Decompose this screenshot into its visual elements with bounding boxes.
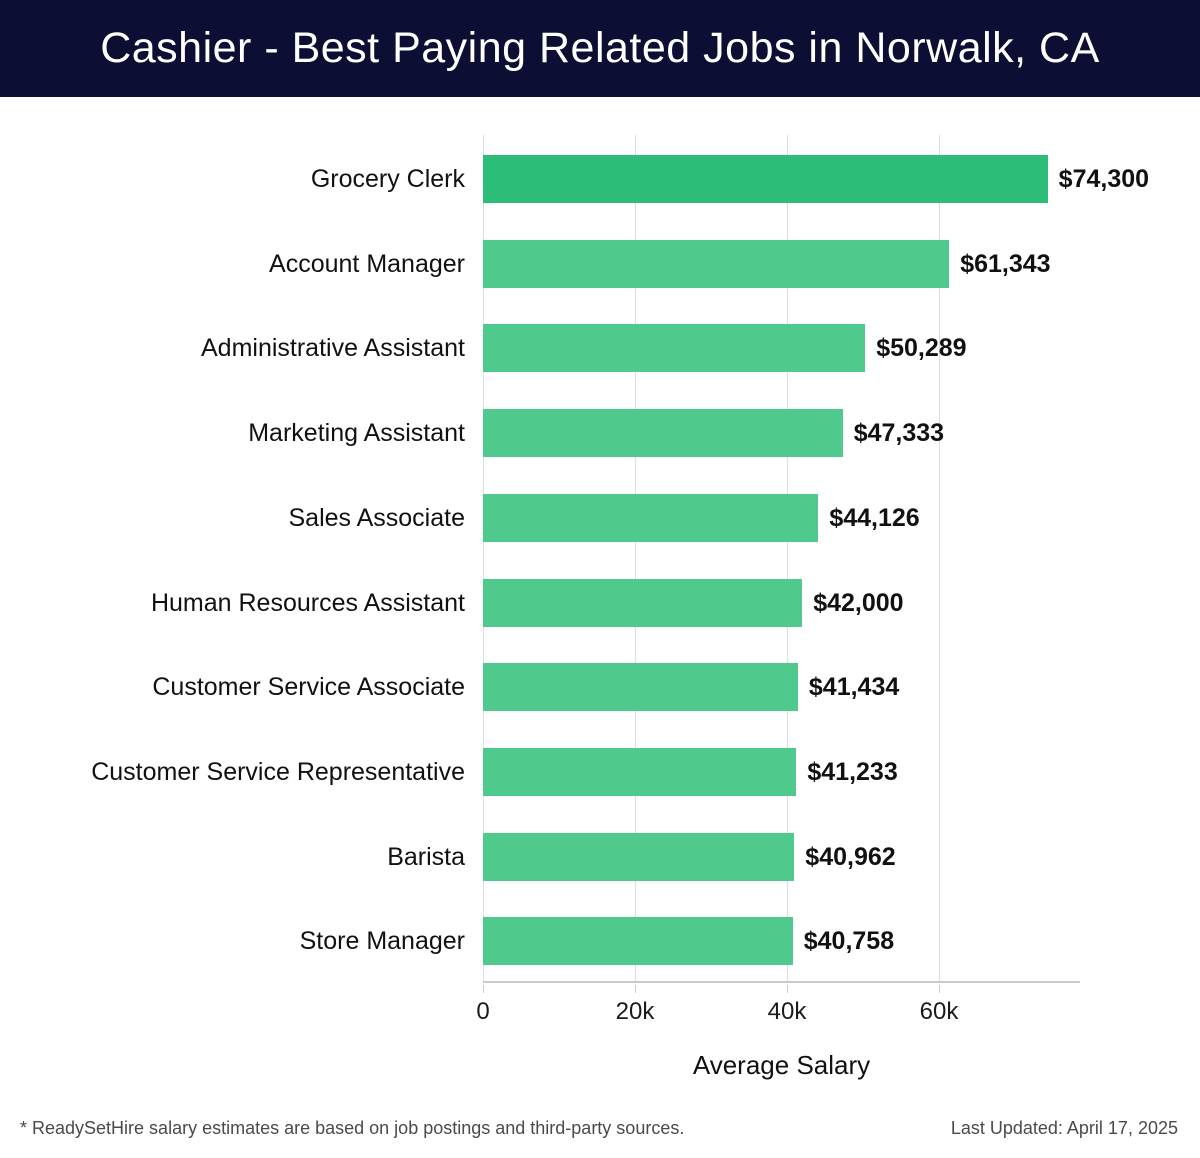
bar-value-label: $40,962 — [805, 842, 896, 871]
x-tick — [634, 985, 636, 993]
bar-value-label: $47,333 — [853, 419, 945, 448]
last-updated: Last Updated: April 17, 2025 — [950, 1118, 1178, 1138]
bar — [483, 917, 793, 966]
x-tick-label: 20k — [615, 998, 655, 1025]
bar-value-label: $40,758 — [803, 927, 895, 956]
bar-value-label: $41,434 — [808, 673, 900, 702]
bar-value-label: $74,300 — [1058, 165, 1150, 193]
bar-category-label: Account Manager — [269, 249, 465, 278]
bar — [483, 155, 1048, 203]
gridline — [634, 135, 636, 981]
x-tick-label: 60k — [919, 998, 959, 1025]
footer: * ReadySetHire salary estimates are base… — [20, 1118, 1178, 1139]
bar — [483, 239, 950, 288]
bar-category-label: Sales Associate — [288, 503, 466, 532]
bar-category-label: Store Manager — [299, 927, 465, 956]
bar-value-label: $41,233 — [807, 757, 898, 786]
x-tick — [786, 985, 788, 993]
bar-category-label: Grocery Clerk — [310, 165, 465, 193]
x-tick — [483, 985, 484, 993]
gridline — [483, 135, 484, 981]
bar — [483, 578, 803, 627]
bar — [483, 747, 797, 796]
plot-area: $74,300 $61,343 $50,289 $47,333 $44,126 $42,0… — [483, 135, 1149, 983]
gridline — [786, 135, 788, 981]
page-title: Cashier - Best Paying Related Jobs in No… — [100, 24, 1100, 72]
bar-category-label: Human Resources Assistant — [150, 588, 465, 617]
gridline — [938, 135, 940, 981]
x-tick — [938, 985, 940, 993]
x-tick-label: 40k — [767, 998, 807, 1025]
header-bar: Cashier - Best Paying Related Jobs in No… — [0, 0, 1200, 97]
bar — [483, 324, 866, 373]
bar-value-label: $42,000 — [813, 588, 904, 617]
bar — [483, 663, 798, 712]
bar-category-label: Administrative Assistant — [201, 334, 465, 363]
bar-category-label: Marketing Assistant — [248, 419, 465, 448]
x-axis-title: Average Salary — [692, 1050, 871, 1080]
x-tick-label: 0 — [476, 998, 490, 1025]
bar — [483, 409, 843, 458]
footnote: * ReadySetHire salary estimates are base… — [20, 1118, 685, 1138]
bar-category-label: Customer Service Associate — [152, 673, 465, 702]
category-labels: Grocery Clerk Account Manager Administrati… — [0, 135, 465, 983]
bar — [483, 832, 795, 881]
bar-category-label: Customer Service Representative — [91, 757, 465, 786]
bar-category-label: Barista — [387, 842, 465, 871]
bar-value-label: $50,289 — [876, 334, 967, 363]
bar — [483, 493, 819, 542]
bar-value-label: $44,126 — [829, 503, 920, 532]
bar-value-label: $61,343 — [960, 249, 1051, 278]
